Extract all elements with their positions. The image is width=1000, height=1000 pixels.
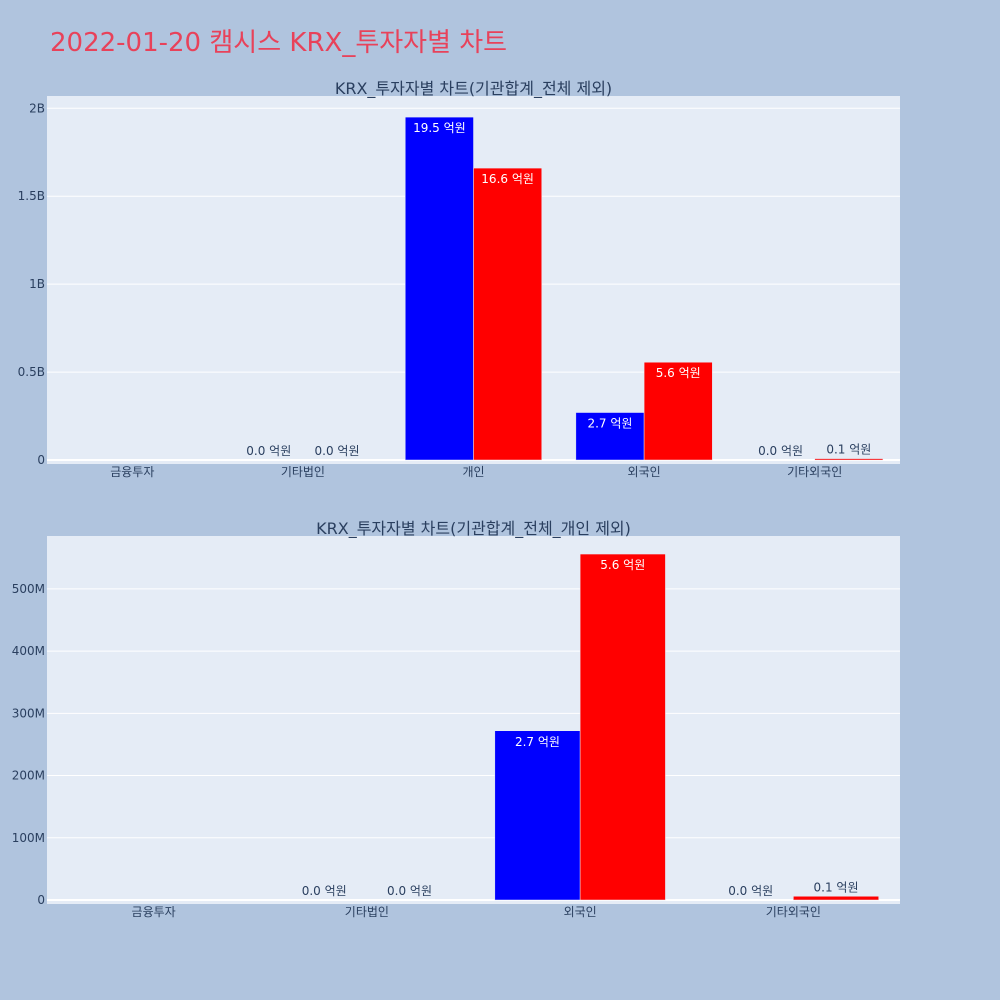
bar <box>814 458 884 461</box>
y-tick-label: 2B <box>29 101 45 115</box>
chart-2: 0 100M 200M 300M 400M 500M KRX_투자자별 차트(기관합계_전체… <box>12 519 900 919</box>
x-category-label: 금융투자 <box>110 465 154 479</box>
bar-value-label: 0.0 억원 <box>302 884 347 898</box>
y-tick-label: 200M <box>12 769 45 783</box>
bar-value-label: 0.0 억원 <box>728 884 773 898</box>
chart-1: 0 0.5B 1B 1.5B 2B KRX_투자자별 차트(기관합계_전체 제외) 금융투자… <box>18 79 900 479</box>
bar-value-label: 5.6 억원 <box>600 558 645 572</box>
bar-value-label: 0.1 억원 <box>826 443 871 457</box>
plot-area <box>47 536 900 904</box>
x-category-label: 기타외국인 <box>766 905 821 919</box>
bar <box>579 553 666 901</box>
bar-value-label: 0.0 억원 <box>387 884 432 898</box>
y-tick-label: 0.5B <box>18 365 45 379</box>
bar <box>643 361 713 461</box>
bar-value-label: 0.0 억원 <box>246 444 291 458</box>
bar <box>793 896 879 901</box>
x-category-label: 외국인 <box>564 905 597 919</box>
bar <box>494 730 581 901</box>
bar-value-label: 0.0 억원 <box>758 444 803 458</box>
x-category-label: 기타법인 <box>345 905 389 919</box>
bar <box>405 116 474 461</box>
bar-value-label: 16.6 억원 <box>481 172 534 186</box>
y-tick-label: 500M <box>12 582 45 596</box>
bar-value-label: 2.7 억원 <box>587 417 632 431</box>
x-category-label: 기타법인 <box>281 465 325 479</box>
y-tick-label: 1B <box>29 277 45 291</box>
y-tick-label: 100M <box>12 831 45 845</box>
y-tick-label: 400M <box>12 644 45 658</box>
x-category-label: 금융투자 <box>132 905 176 919</box>
x-category-label: 외국인 <box>628 465 661 479</box>
bar-value-label: 5.6 억원 <box>656 366 701 380</box>
y-tick-label: 300M <box>12 706 45 720</box>
bar-value-label: 19.5 억원 <box>413 121 466 135</box>
bar-value-label: 0.1 억원 <box>814 880 859 894</box>
bar-value-label: 0.0 억원 <box>315 444 360 458</box>
y-tick-label: 0 <box>37 893 45 907</box>
page-title: 2022-01-20 캠시스 KRX_투자자별 차트 <box>50 28 508 58</box>
bar-value-label: 2.7 억원 <box>515 735 560 749</box>
bar <box>473 167 542 461</box>
chart-title: KRX_투자자별 차트(기관합계_전체_개인 제외) <box>316 519 631 539</box>
y-tick-label: 0 <box>37 453 45 467</box>
chart-title: KRX_투자자별 차트(기관합계_전체 제외) <box>335 79 612 99</box>
y-tick-label: 1.5B <box>18 189 45 203</box>
x-category-label: 기타외국인 <box>787 465 842 479</box>
bar <box>575 412 645 461</box>
x-category-label: 개인 <box>462 465 484 479</box>
